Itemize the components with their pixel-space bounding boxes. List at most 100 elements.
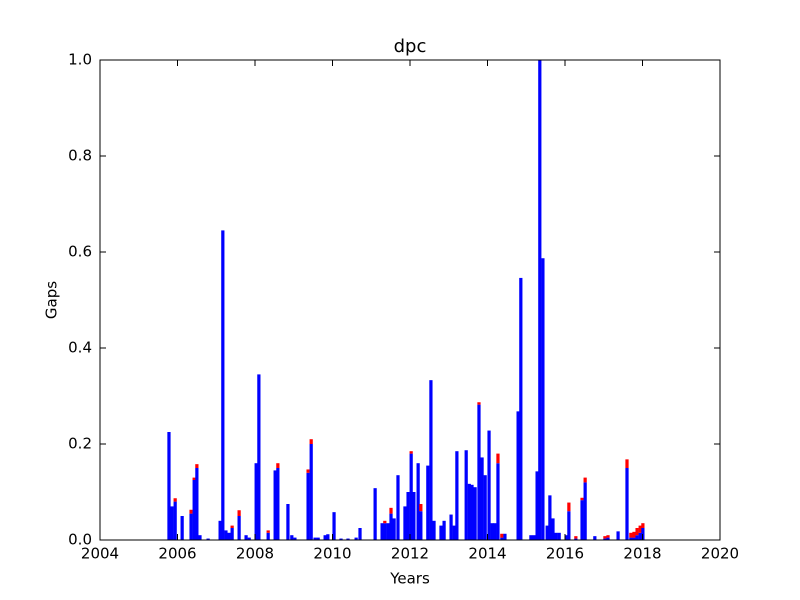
bar-segment	[606, 535, 610, 538]
bar-segment	[218, 520, 222, 540]
bar-segment	[419, 504, 423, 512]
bar-segment	[409, 451, 413, 454]
bar-segment	[603, 538, 607, 540]
y-axis-label: Gaps	[43, 281, 61, 319]
bar-segment	[580, 500, 584, 540]
bar-segment	[500, 533, 504, 538]
bar-segment	[632, 531, 636, 538]
bar-segment	[389, 507, 393, 514]
bar-segment	[247, 537, 251, 540]
bar-segment	[464, 450, 468, 540]
bar-segment	[392, 518, 396, 540]
bar-segment	[629, 532, 633, 538]
bar-segment	[545, 525, 549, 540]
bar-segment	[412, 492, 416, 540]
bar-segment	[551, 518, 555, 540]
bar-segment	[276, 468, 280, 540]
bar-segment	[635, 535, 639, 540]
y-tick-label: 0.6	[68, 243, 92, 261]
bar-segment	[290, 535, 294, 540]
bar-segment	[467, 483, 471, 540]
bar-segment	[616, 531, 620, 540]
bar-segment	[625, 459, 629, 468]
bar-segment	[406, 492, 410, 540]
x-tick-label: 2008	[236, 545, 274, 563]
bar-segment	[195, 464, 199, 468]
x-tick-label: 2012	[391, 545, 429, 563]
bar-segment	[532, 535, 536, 540]
bar-segment	[426, 465, 430, 540]
y-tick-label: 0.4	[68, 339, 92, 357]
bar-segment	[541, 258, 545, 540]
bar-segment	[273, 470, 277, 540]
bar-segment	[455, 451, 459, 540]
bar-segment	[221, 230, 225, 540]
bar-segment	[380, 523, 384, 540]
bar-segment	[496, 453, 500, 464]
x-tick-label: 2018	[623, 545, 661, 563]
bar-segment	[180, 516, 184, 540]
bar-segment	[237, 510, 241, 516]
bar-segment	[339, 538, 343, 540]
bar-segment	[389, 513, 393, 540]
x-axis-label: Years	[389, 570, 430, 588]
bar-segment	[313, 537, 317, 540]
bar-segment	[580, 497, 584, 501]
bar-segment	[316, 537, 320, 540]
bar-segment	[490, 523, 494, 540]
bars	[167, 60, 645, 540]
bar-segment	[535, 471, 539, 540]
bar-segment	[503, 533, 507, 540]
bar-segment	[487, 430, 491, 540]
bar-segment	[227, 532, 231, 540]
bar-segment	[567, 502, 571, 512]
y-tick-label: 0.8	[68, 147, 92, 165]
x-tick-label: 2004	[81, 545, 119, 563]
bar-segment	[583, 482, 587, 540]
bar-segment	[323, 535, 327, 540]
bar-segment	[373, 488, 377, 540]
bar-segment	[554, 532, 558, 540]
bar-segment	[442, 520, 446, 540]
bar-segment	[638, 532, 642, 540]
bar-segment	[593, 536, 597, 540]
bar-segment	[326, 534, 330, 540]
bar-segment	[192, 480, 196, 540]
bar-segment	[358, 528, 362, 540]
bar-segment	[419, 511, 423, 540]
bar-segment	[403, 506, 407, 540]
bar-segment	[309, 439, 313, 444]
bar-segment	[470, 484, 474, 540]
x-tick-label: 2010	[313, 545, 351, 563]
bar-segment	[293, 537, 297, 540]
bar-segment	[564, 535, 568, 540]
bar-segment	[346, 538, 350, 540]
bar-segment	[519, 277, 523, 540]
bar-segment	[383, 523, 387, 540]
bar-segment	[638, 525, 642, 533]
bar-segment	[170, 506, 174, 540]
bar-segment	[606, 537, 610, 540]
bar-segment	[189, 513, 193, 540]
chart-title: dpc	[394, 36, 427, 57]
x-tick-label: 2014	[468, 545, 506, 563]
bar-segment	[192, 477, 196, 480]
bar-segment	[480, 457, 484, 540]
bar-segment	[224, 530, 228, 540]
bar-segment	[529, 535, 533, 540]
bar-segment	[477, 404, 481, 540]
bar-segment	[195, 468, 199, 540]
bar-segment	[173, 501, 177, 540]
x-tick-label: 2020	[701, 545, 739, 563]
bar-segment	[237, 516, 241, 540]
bar-segment	[603, 536, 607, 539]
bar-segment	[167, 432, 171, 540]
bar-segment	[429, 380, 433, 540]
bar-segment	[625, 468, 629, 540]
bar-segment	[635, 528, 639, 536]
bar-segment	[383, 520, 387, 524]
bar-segment	[496, 463, 500, 540]
